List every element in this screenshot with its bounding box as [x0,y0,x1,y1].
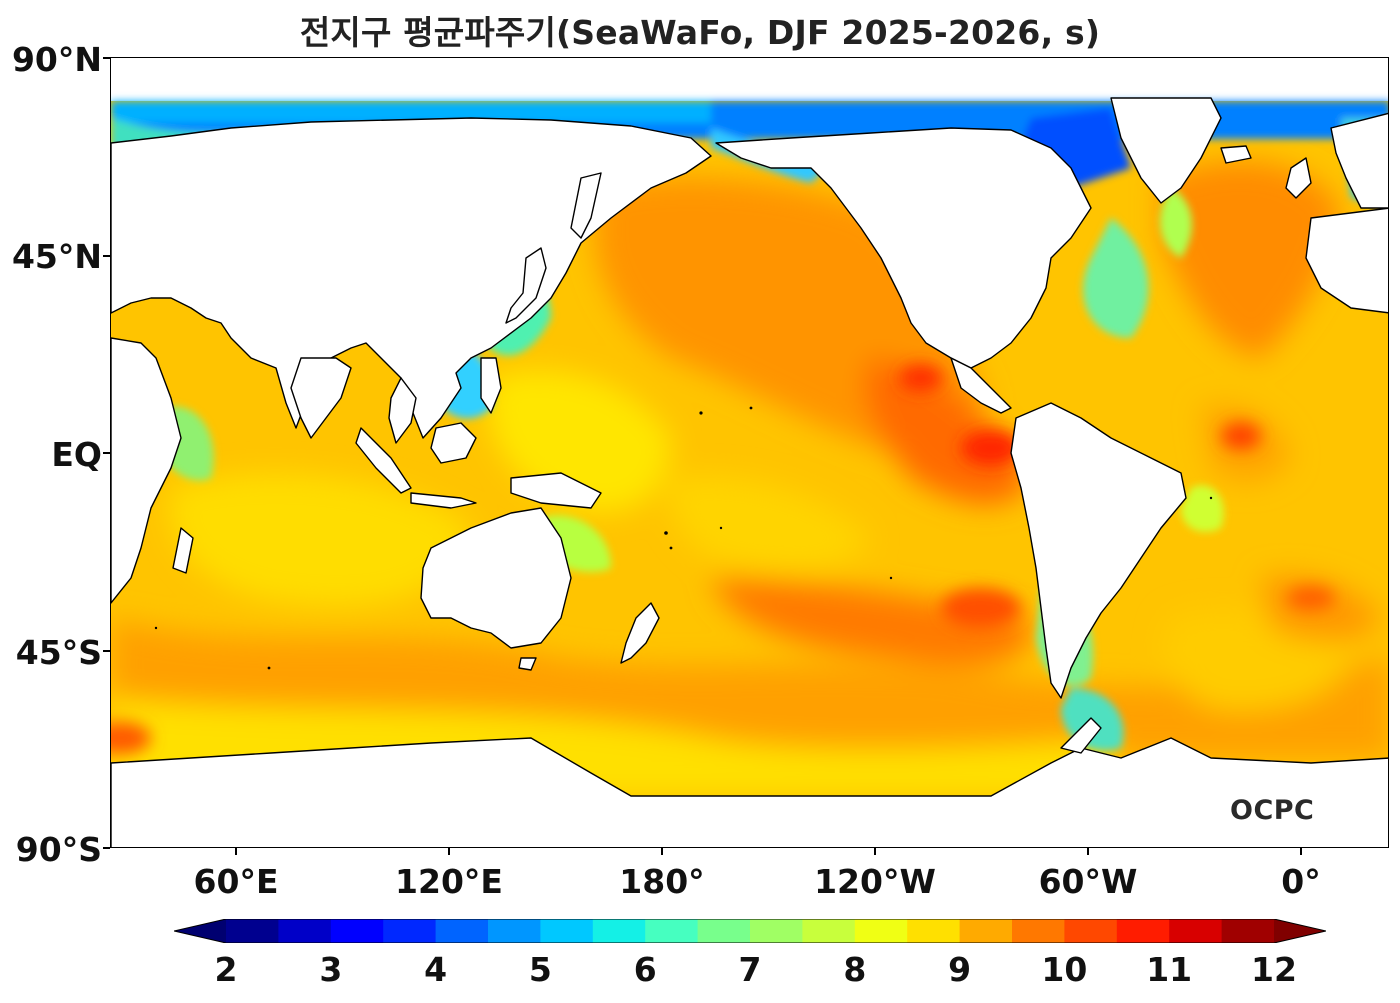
colorbar-segment [1221,919,1275,943]
colorbar-segment [645,919,699,943]
colorbar-segment [278,919,332,943]
lat-tick [103,650,110,652]
colorbar-segment [1064,919,1118,943]
colorbar-segment [330,919,384,943]
colorbar-segment [540,919,594,943]
colorbar-segment [907,919,961,943]
colorbar-segment [1169,919,1223,943]
islands [154,406,1213,670]
australia-landmass [420,507,572,649]
lat-label-90n: 90°N [11,40,102,79]
wave-period-map [111,97,1388,847]
lon-tick [874,848,876,855]
map-area [110,57,1389,848]
colorbar-segment [1012,919,1065,943]
colorbar-segment [750,919,803,943]
colorbar-tick-label: 9 [948,950,972,989]
colorbar-tick-label: 11 [1146,950,1193,989]
colorbar-over-arrow [1274,919,1326,943]
lat-tick [103,847,110,849]
lat-label-45s: 45°S [15,633,102,672]
south-america-landmass [1010,402,1187,699]
land-masses [111,97,1388,847]
colorbar-tick-label: 2 [214,950,238,989]
lon-tick [1300,848,1302,855]
antarctica-landmass [111,737,1388,847]
lon-tick [661,848,663,855]
colorbar-segment [488,919,541,943]
colorbar-under-arrow [174,919,226,943]
colorbar-tick-label: 3 [319,950,343,989]
india-landmass [290,357,352,439]
colorbar-tick-label: 8 [843,950,867,989]
africa-landmass [111,337,182,604]
colorbar-tick-label: 10 [1041,950,1088,989]
colorbar-segment [854,919,908,943]
lon-label-60e: 60°E [193,862,279,901]
map-title: 전지구 평균파주기(SeaWaFo, DJF 2025-2026, s) [299,13,1101,52]
lat-tick [103,255,110,257]
lon-tick [448,848,450,855]
lon-label-180: 180° [619,862,705,901]
ocpc-logo: OCPC [1230,795,1315,826]
colorbar-segment [226,919,279,943]
colorbar-segment [802,919,856,943]
colorbar-tick-label: 12 [1251,950,1297,989]
colorbar-tick-label: 4 [424,950,448,989]
colorbar-tick-label: 5 [528,950,552,989]
lon-tick [235,848,237,855]
colorbar-segment [383,919,437,943]
colorbar-tick-label: 7 [738,950,762,989]
lat-label-45n: 45°N [11,237,102,276]
lon-tick [1087,848,1089,855]
colorbar-graphic [173,918,1327,944]
lat-label-90s: 90°S [15,830,102,869]
colorbar-segment [959,919,1013,943]
lat-tick [103,57,110,59]
colorbar [173,918,1327,944]
colorbar-segment [1116,919,1170,943]
colorbar-segment [697,919,751,943]
colorbar-segment [592,919,646,943]
lon-label-0: 0° [1281,862,1321,901]
colorbar-tick-label: 6 [633,950,657,989]
lat-label-eq: EQ [51,435,102,474]
north-america-landmass [715,127,1092,369]
lon-label-120w: 120°W [814,862,936,901]
colorbar-segment [435,919,489,943]
eurasia-landmass [111,117,712,439]
lon-label-120e: 120°E [395,862,503,901]
greenland-landmass [1110,97,1222,204]
lon-label-60w: 60°W [1038,862,1138,901]
lat-tick [103,452,110,454]
